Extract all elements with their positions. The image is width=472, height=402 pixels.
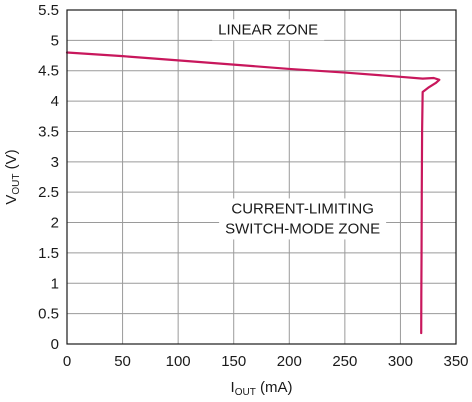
plot-border: [66, 9, 457, 345]
y-tick-label: 4.5: [38, 63, 59, 80]
x-tick-label: 200: [277, 353, 302, 370]
annotation-background: [212, 19, 325, 41]
annotations: LINEAR ZONE CURRENT-LIMITING SWITCH-MODE Z…: [212, 19, 387, 240]
y-tick-label: 1: [51, 275, 59, 292]
series-line-1: [65, 51, 441, 335]
y-axis-title-unit: (V): [3, 149, 20, 173]
x-axis-title-unit: (mA): [256, 379, 293, 396]
x-tick-labels: 0 50 100 150 200 250 300 350: [63, 353, 469, 370]
annotation-line: SWITCH-MODE ZONE: [225, 220, 380, 237]
x-tick-label: 50: [114, 353, 131, 370]
series-layer: [65, 51, 441, 335]
annotation-line: LINEAR ZONE: [218, 21, 318, 38]
grid: [66, 9, 457, 345]
x-tick-label: 150: [221, 353, 246, 370]
x-axis-title-sub: OUT: [235, 387, 256, 398]
y-tick-label: 2: [51, 215, 59, 232]
y-tick-label: 5.5: [38, 2, 59, 19]
annotation-2: CURRENT-LIMITING SWITCH-MODE ZONE: [219, 198, 387, 240]
annotation-background: [219, 198, 387, 240]
y-axis-title-sub: OUT: [11, 174, 22, 195]
y-tick-label: 2.5: [38, 184, 59, 201]
y-tick-label: 4: [51, 93, 59, 110]
annotation-line: CURRENT-LIMITING: [231, 200, 374, 217]
x-tick-label: 350: [443, 353, 468, 370]
x-tick-label: 300: [388, 353, 413, 370]
y-tick-label: 0: [51, 336, 59, 353]
plot-frame: [66, 9, 457, 345]
annotation-1: LINEAR ZONE: [212, 19, 325, 41]
x-tick-label: 250: [332, 353, 357, 370]
x-axis-title-main: I: [231, 379, 235, 396]
y-tick-label: 1.5: [38, 245, 59, 262]
y-axis-title: VOUT (V): [3, 149, 22, 204]
y-tick-label: 3.5: [38, 123, 59, 140]
y-tick-label: 0.5: [38, 306, 59, 323]
y-tick-label: 5: [51, 32, 59, 49]
x-axis-title: IOUT (mA): [231, 379, 293, 398]
y-tick-label: 3: [51, 154, 59, 171]
y-axis-title-main: V: [3, 195, 20, 205]
x-tick-label: 100: [166, 353, 191, 370]
y-tick-labels: 0 0.5 1 1.5 2 2.5 3 3.5 4 4.5 5 5.5: [38, 2, 59, 353]
x-tick-label: 0: [63, 353, 71, 370]
